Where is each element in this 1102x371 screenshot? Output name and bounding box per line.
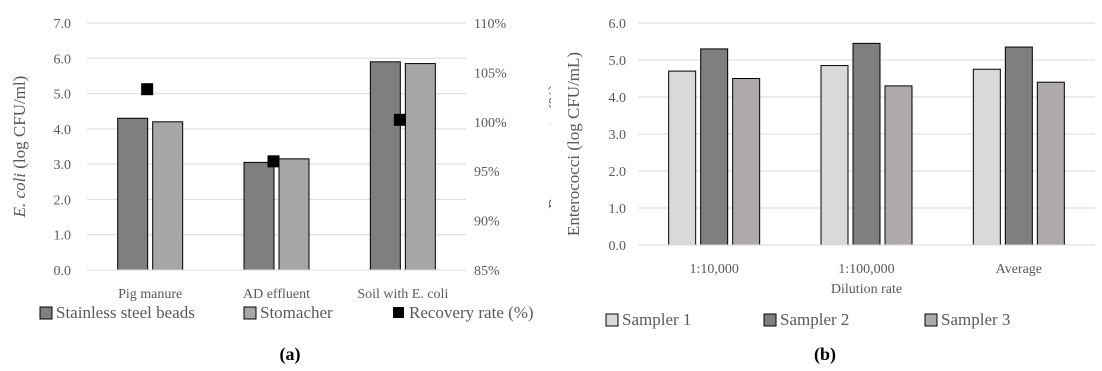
bar bbox=[404, 63, 436, 271]
y-tick-label: 6.0 bbox=[609, 17, 627, 32]
y2-tick-label: 85% bbox=[474, 264, 500, 279]
chart-a-svg: 0.0 1.0 2.0 3.0 4.0 5.0 6.0 7.0 85% 90% 95% 100% 105… bbox=[10, 17, 551, 365]
recovery-rate-marker bbox=[267, 155, 280, 168]
panel-caption-a: (a) bbox=[280, 344, 301, 365]
y-tick-label: 1.0 bbox=[609, 202, 627, 217]
legend-label: Recovery rate (%) bbox=[409, 303, 534, 322]
legend-swatch-recovery bbox=[393, 307, 404, 318]
bar bbox=[278, 158, 310, 271]
legend-label: Sampler 2 bbox=[780, 310, 849, 329]
bar bbox=[152, 121, 184, 271]
panel-caption-b: (b) bbox=[814, 344, 836, 365]
x-category-label: Average bbox=[996, 262, 1042, 277]
bar bbox=[369, 61, 401, 271]
recovery-rate-marker bbox=[141, 83, 154, 96]
bar bbox=[820, 65, 849, 246]
y-tick-label: 2.0 bbox=[54, 193, 72, 208]
y-tick-label: 4.0 bbox=[609, 91, 627, 106]
bar bbox=[852, 42, 881, 246]
y-tick-label: 1.0 bbox=[54, 229, 72, 244]
y-axis-title: Enterococci (log CFU/mL) bbox=[564, 52, 583, 236]
legend-swatch bbox=[243, 306, 257, 320]
y-tick-label: 3.0 bbox=[609, 128, 627, 143]
y-tick-label: 4.0 bbox=[54, 123, 72, 138]
y-axis-title-italic: E. coli bbox=[10, 169, 29, 219]
legend-label: Stomacher bbox=[260, 303, 333, 322]
y-tick-label: 7.0 bbox=[54, 17, 72, 32]
legend-swatch bbox=[605, 313, 619, 327]
y-tick-label: 0.0 bbox=[54, 264, 72, 279]
y-axis-title-rest: (log CFU/ml) bbox=[10, 76, 29, 169]
y-tick-label: 5.0 bbox=[609, 54, 627, 69]
y2-tick-label: 95% bbox=[474, 165, 500, 180]
x-category-label: AD effluent bbox=[243, 287, 310, 302]
legend-label: Sampler 1 bbox=[622, 310, 691, 329]
legend-swatch bbox=[39, 306, 53, 320]
x-axis-title: Dilution rate bbox=[831, 282, 902, 297]
bar bbox=[668, 70, 697, 246]
bar bbox=[972, 68, 1001, 246]
legend-label: Stainless steel beads bbox=[56, 303, 195, 322]
legend-label: Sampler 3 bbox=[941, 310, 1010, 329]
y2-tick-label: 90% bbox=[474, 215, 500, 230]
bar bbox=[243, 161, 275, 271]
x-category-label: Pig manure bbox=[118, 287, 182, 302]
chart-panel-b: 0.0 1.0 2.0 3.0 4.0 5.0 6.0 1:10,000 1:100,000 Av… bbox=[551, 0, 1102, 371]
y-tick-label: 6.0 bbox=[54, 52, 72, 67]
chart-b-svg: 0.0 1.0 2.0 3.0 4.0 5.0 6.0 1:10,000 1:100,000 Av… bbox=[564, 17, 1095, 365]
bar bbox=[117, 117, 149, 271]
x-category-label: 1:100,000 bbox=[838, 262, 894, 277]
y2-tick-label: 100% bbox=[474, 116, 507, 131]
y2-tick-label: 110% bbox=[474, 17, 506, 32]
y2-tick-label: 105% bbox=[474, 66, 507, 81]
y-tick-label: 0.0 bbox=[609, 239, 627, 254]
y2-axis-title: Recovery rate (%) bbox=[545, 84, 551, 209]
legend-swatch bbox=[924, 313, 938, 327]
y-tick-label: 5.0 bbox=[54, 88, 72, 103]
y-tick-label: 2.0 bbox=[609, 165, 627, 180]
x-category-label: 1:10,000 bbox=[689, 262, 738, 277]
bar bbox=[732, 78, 761, 246]
y-axis-title: E. coli (log CFU/ml) bbox=[10, 76, 29, 219]
bar bbox=[1004, 46, 1033, 246]
y-tick-label: 3.0 bbox=[54, 158, 72, 173]
bar bbox=[1036, 81, 1065, 246]
x-category-label: Soil with E. coli bbox=[357, 287, 448, 302]
bar bbox=[884, 85, 913, 246]
legend-swatch bbox=[763, 313, 777, 327]
chart-panel-a: 0.0 1.0 2.0 3.0 4.0 5.0 6.0 7.0 85% 90% 95% 100% 105… bbox=[10, 17, 551, 365]
bar bbox=[700, 48, 729, 246]
recovery-rate-marker bbox=[393, 113, 406, 126]
